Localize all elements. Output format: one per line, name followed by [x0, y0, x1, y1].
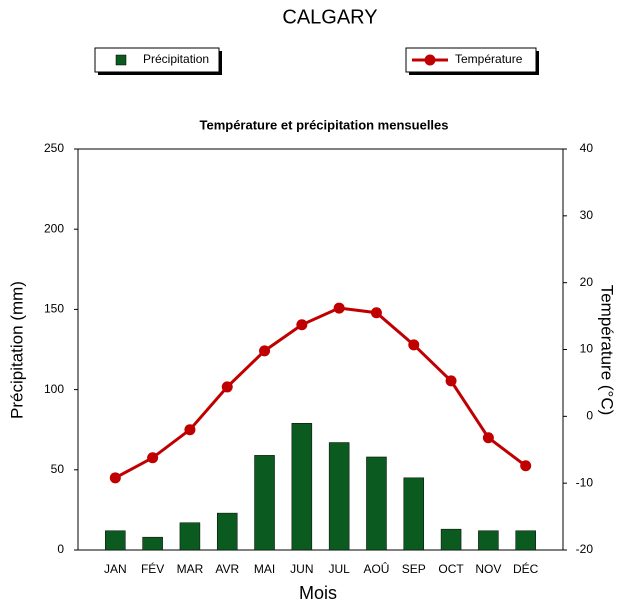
- y-tick-label: 100: [44, 382, 64, 396]
- marker: [184, 424, 196, 436]
- y2-tick-label: 40: [580, 141, 594, 155]
- y2-tick-label: 30: [580, 208, 594, 222]
- marker: [408, 339, 420, 351]
- plot-frame: [77, 148, 564, 551]
- bar: [478, 530, 499, 551]
- marker: [333, 302, 345, 314]
- legend-swatch: [115, 54, 127, 66]
- bar: [440, 528, 462, 551]
- x-tick-label: SEP: [402, 562, 426, 576]
- legend-box: [405, 47, 537, 73]
- y2-tick-label: -20: [576, 542, 594, 556]
- marker: [296, 319, 308, 331]
- bar: [328, 442, 350, 551]
- x-tick-label: AVR: [215, 562, 239, 576]
- legend-label: Précipitation: [143, 52, 209, 66]
- y-axis-label: Précipitation (mm): [7, 281, 26, 419]
- bar: [403, 477, 425, 551]
- x-tick-label: FÉV: [141, 561, 164, 576]
- bar: [142, 536, 163, 551]
- marker: [370, 307, 382, 319]
- y2-axis-label: Température (°C): [598, 285, 617, 416]
- chart-subtitle: Température et précipitation mensuelles: [200, 117, 449, 132]
- y-tick-label: 200: [44, 221, 64, 235]
- y-tick-label: 50: [51, 462, 65, 476]
- x-tick-label: OCT: [438, 562, 464, 576]
- bar: [515, 530, 536, 551]
- marker: [482, 432, 494, 444]
- bar: [366, 456, 387, 551]
- marker: [259, 345, 271, 357]
- bar: [216, 512, 238, 551]
- chart-title: CALGARY: [282, 6, 377, 28]
- x-tick-label: MAR: [177, 562, 204, 576]
- y-tick-label: 250: [44, 141, 64, 155]
- bar: [291, 423, 313, 551]
- marker: [445, 375, 457, 387]
- x-tick-label: MAI: [254, 562, 275, 576]
- y-tick-label: 0: [57, 542, 64, 556]
- legend-box: [94, 47, 220, 73]
- x-axis-label: Mois: [299, 583, 337, 603]
- legend-label: Température: [455, 52, 523, 66]
- x-tick-label: AOÛ: [363, 561, 389, 576]
- marker: [147, 452, 159, 464]
- y2-tick-label: 10: [580, 342, 594, 356]
- legend-swatch: [424, 54, 436, 66]
- bar: [105, 530, 126, 551]
- x-tick-label: DÉC: [513, 561, 539, 576]
- bar: [179, 522, 201, 551]
- x-tick-label: JAN: [104, 562, 127, 576]
- y2-tick-label: -10: [576, 475, 594, 489]
- y-tick-label: 150: [44, 302, 64, 316]
- y2-tick-label: 0: [586, 409, 593, 423]
- x-tick-label: JUN: [290, 562, 313, 576]
- y2-tick-label: 20: [580, 275, 594, 289]
- x-tick-label: JUL: [328, 562, 350, 576]
- marker: [520, 460, 532, 472]
- marker: [109, 472, 121, 484]
- line: [114, 306, 527, 480]
- x-tick-label: NOV: [475, 562, 501, 576]
- marker: [221, 381, 233, 393]
- bar: [254, 455, 275, 551]
